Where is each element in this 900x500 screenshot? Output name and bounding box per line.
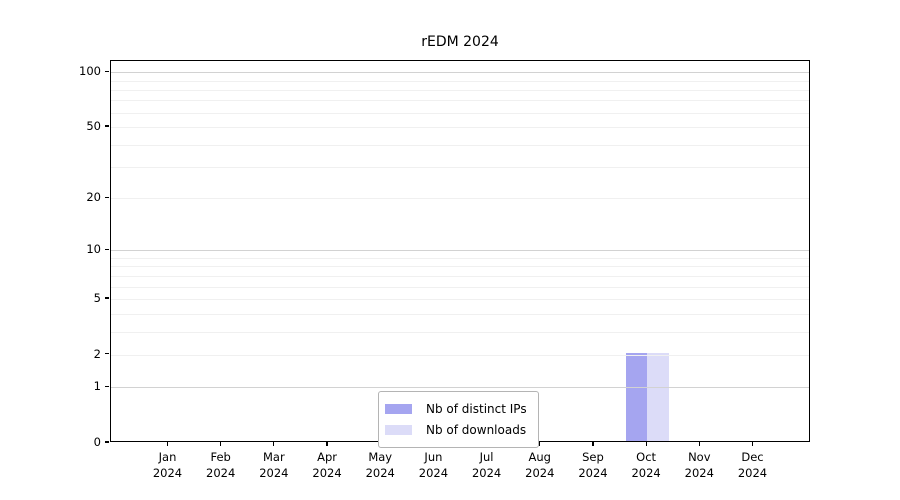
- major-gridline: [111, 387, 809, 389]
- bar-oct-downloads: [647, 352, 669, 441]
- x-axis-tick: [592, 442, 594, 446]
- y-axis-tick-label: 20: [86, 190, 101, 205]
- x-axis-tick: [166, 442, 169, 446]
- bar-oct-distinct-ips: [625, 352, 648, 441]
- y-axis-tick: [105, 297, 109, 299]
- minor-gridline: [111, 286, 809, 288]
- x-axis-tick-label: Feb 2024: [206, 450, 236, 480]
- legend-item: Nb of downloads: [385, 420, 527, 440]
- y-axis-tick-label: 5: [93, 291, 101, 305]
- x-axis-tick-label: Mar 2024: [259, 450, 289, 480]
- minor-gridline: [111, 275, 809, 277]
- x-axis-tick: [326, 442, 328, 446]
- minor-gridline: [111, 266, 809, 268]
- y-axis-tick-label: 1: [93, 379, 101, 394]
- minor-gridline: [111, 299, 809, 300]
- legend-item: Nb of distinct IPs: [385, 399, 527, 419]
- y-axis-tick-label: 50: [86, 119, 101, 134]
- minor-gridline: [111, 167, 809, 169]
- x-axis-tick-label: Sep 2024: [578, 450, 608, 480]
- minor-gridline: [111, 144, 809, 146]
- minor-gridline: [111, 198, 809, 200]
- minor-gridline: [111, 100, 809, 102]
- legend: Nb of distinct IPs Nb of downloads: [378, 391, 539, 448]
- legend-label: Nb of downloads: [426, 423, 527, 437]
- y-axis-tick-label: 2: [93, 346, 101, 361]
- y-axis-tick: [105, 248, 109, 250]
- y-axis-tick-label: 0: [93, 435, 101, 449]
- minor-gridline: [111, 89, 809, 91]
- y-axis-tick: [105, 441, 109, 443]
- x-axis-tick-label: Dec 2024: [737, 450, 768, 480]
- x-axis-tick-label: Oct 2024: [631, 450, 661, 480]
- x-axis-tick: [645, 442, 647, 446]
- legend-swatch: [385, 403, 412, 415]
- minor-gridline: [111, 80, 809, 82]
- x-axis-tick-label: Jan 2024: [152, 450, 183, 480]
- y-axis-tick: [105, 353, 109, 355]
- y-axis-tick: [105, 196, 109, 198]
- major-gridline: [111, 250, 809, 252]
- y-axis-tick: [105, 125, 109, 127]
- legend-swatch: [385, 424, 412, 436]
- minor-gridline: [111, 331, 809, 333]
- y-axis-tick-label: 10: [86, 242, 101, 257]
- minor-gridline: [111, 354, 809, 356]
- x-axis-tick-label: May 2024: [365, 450, 395, 480]
- x-axis-tick-label: Jun 2024: [418, 450, 449, 480]
- x-axis-tick-label: Jul 2024: [471, 450, 502, 480]
- x-axis-tick: [539, 442, 541, 446]
- y-axis-tick: [105, 70, 109, 72]
- legend-label: Nb of distinct IPs: [426, 402, 527, 416]
- x-axis-tick-label: Nov 2024: [684, 450, 714, 480]
- y-axis-tick-label: 100: [79, 64, 101, 79]
- plot-area: [110, 60, 810, 442]
- minor-gridline: [111, 127, 809, 129]
- x-axis-tick: [751, 442, 754, 446]
- minor-gridline: [111, 313, 809, 315]
- chart-title: rEDM 2024: [421, 34, 499, 50]
- y-axis-tick: [105, 385, 109, 387]
- x-axis-tick-label: Apr 2024: [312, 450, 342, 480]
- minor-gridline: [111, 257, 809, 259]
- x-axis-tick: [698, 442, 700, 446]
- x-axis-tick: [273, 442, 275, 446]
- minor-gridline: [111, 112, 809, 114]
- x-axis-tick-label: Aug 2024: [525, 450, 555, 480]
- x-axis-tick: [220, 442, 222, 446]
- major-gridline: [111, 72, 809, 74]
